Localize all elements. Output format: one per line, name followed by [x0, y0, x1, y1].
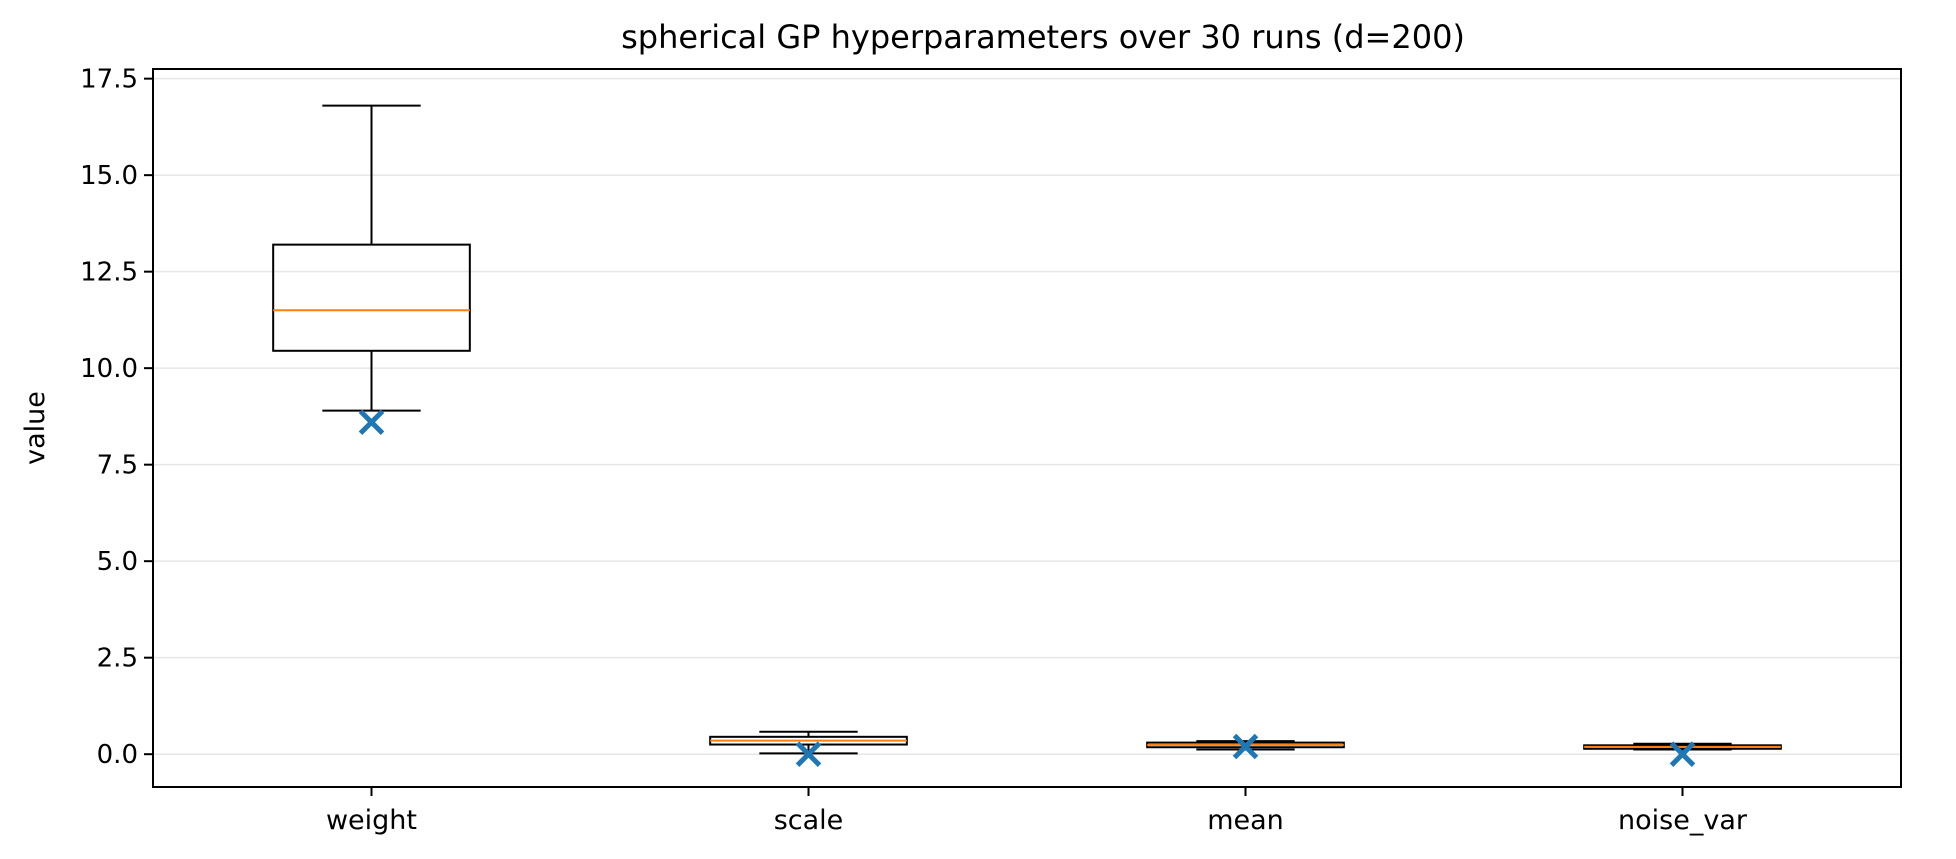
x-tick-label: weight	[326, 805, 417, 836]
box-scale	[709, 730, 908, 755]
y-tick-label: 5.0	[97, 547, 138, 577]
chart-title: spherical GP hyperparameters over 30 run…	[621, 18, 1465, 56]
x-marker-stroke	[358, 409, 385, 435]
box-noise_var	[1583, 742, 1782, 751]
x-marker-stroke	[795, 741, 822, 767]
y-tick-label: 12.5	[80, 258, 138, 288]
box-plots	[272, 104, 1782, 755]
box-weight	[272, 104, 471, 412]
y-tick-label: 17.5	[80, 65, 138, 95]
grid-lines	[153, 77, 1901, 755]
x-tick-label: mean	[1207, 805, 1284, 836]
y-tick-label: 2.5	[97, 644, 138, 674]
x-marker-stroke	[1232, 733, 1259, 760]
x-tick-label: scale	[774, 805, 844, 836]
y-axis: 0.0 2.5 5.0 7.5 10.0 12.5 15.0 17.5	[80, 65, 153, 770]
marker-scale	[795, 741, 822, 767]
y-axis-label: value	[20, 391, 51, 465]
marker-weight	[358, 409, 385, 435]
box-iqr	[272, 243, 471, 352]
y-tick-label: 7.5	[97, 451, 138, 481]
x-tick-label: noise_var	[1618, 805, 1748, 836]
x-axis: weight scale mean noise_var	[326, 787, 1748, 836]
marker-mean	[1232, 733, 1259, 760]
y-tick-label: 10.0	[80, 354, 138, 384]
plot-frame	[152, 68, 1902, 788]
y-tick-label: 15.0	[80, 161, 138, 191]
reference-markers	[358, 409, 1696, 767]
y-tick-label: 0.0	[97, 740, 138, 770]
marker-noise_var	[1669, 741, 1696, 767]
x-marker-stroke	[1669, 741, 1696, 767]
